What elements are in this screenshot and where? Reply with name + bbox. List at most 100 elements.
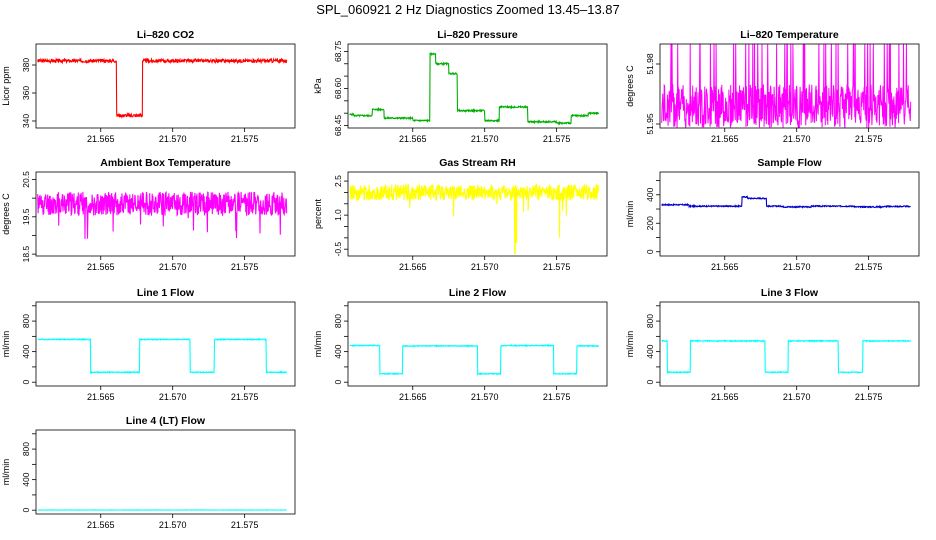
y-axis-label: ml/min	[1, 331, 11, 358]
x-tick-label: 21.565	[399, 262, 427, 272]
y-tick-label: 0	[333, 380, 343, 385]
y-tick-label: 340	[21, 114, 31, 128]
y-tick-label: 800	[333, 314, 343, 328]
x-tick-label: 21.575	[231, 392, 259, 402]
y-tick-label: 800	[645, 314, 655, 328]
y-tick-label: 0	[21, 380, 31, 385]
x-tick-label: 21.570	[159, 392, 187, 402]
chart-title: Li–820 Pressure	[437, 29, 518, 41]
chart-title: Li–820 Temperature	[740, 29, 839, 41]
y-tick-label: 0	[645, 380, 655, 385]
plot-frame	[659, 171, 920, 257]
x-tick-label: 21.575	[855, 134, 883, 144]
y-axis-label: Licor ppm	[1, 66, 11, 106]
chart-line-3-flow: Line 3 Flow ml/min 21.565 21.570 21.575 0 400 8…	[625, 287, 920, 402]
x-tick-label: 21.575	[543, 392, 571, 402]
plot-frame	[347, 43, 608, 129]
chart-li820-pressure: Li–820 Pressure kPa 21.565 21.570 21.575 68.4…	[313, 29, 608, 144]
plot-frame	[35, 43, 296, 129]
y-tick-label: 400	[645, 344, 655, 358]
chart-title: Line 3 Flow	[761, 287, 819, 299]
plot-frame	[35, 301, 296, 387]
x-tick-label: 21.575	[543, 262, 571, 272]
y-tick-label: 51.98	[645, 53, 655, 75]
panel-line-1-flow: Line 1 Flow ml/min 21.565 21.570 21.575 0 400 8…	[0, 286, 300, 406]
chart-li820-co2: Li–820 CO2 Licor ppm 21.565 21.570 21.575 340…	[1, 29, 296, 144]
y-tick-label: 68.45	[333, 115, 343, 137]
y-tick-label: 1.0	[333, 209, 343, 221]
y-tick-label: 2.5	[333, 175, 343, 187]
chart-title: Line 4 (LT) Flow	[126, 415, 206, 427]
series-line	[349, 343, 600, 377]
panel-sample-flow: Sample Flow ml/min 21.565 21.570 21.575 0 200 4…	[624, 156, 924, 276]
y-axis-label: degrees C	[625, 65, 635, 107]
chart-title: Ambient Box Temperature	[100, 157, 231, 169]
x-tick-label: 21.570	[159, 520, 187, 530]
x-tick-label: 21.565	[711, 134, 739, 144]
plot-frame	[659, 301, 920, 387]
x-tick-label: 21.575	[231, 520, 259, 530]
panel-line-3-flow: Line 3 Flow ml/min 21.565 21.570 21.575 0 400 8…	[624, 286, 924, 406]
y-tick-label: 0	[21, 508, 31, 513]
x-tick-label: 21.570	[471, 392, 499, 402]
y-axis-label: percent	[313, 198, 323, 229]
series-line	[661, 43, 912, 130]
y-tick-label: 18.5	[21, 246, 31, 263]
x-tick-label: 21.565	[87, 520, 115, 530]
y-tick-label: 400	[21, 344, 31, 358]
y-axis-label: ml/min	[313, 331, 323, 358]
x-tick-label: 21.570	[159, 134, 187, 144]
y-tick-label: 800	[21, 314, 31, 328]
chart-title: Line 2 Flow	[449, 287, 507, 299]
chart-gas-stream-rh: Gas Stream RH percent 21.565 21.570 21.575 -0…	[313, 157, 608, 272]
chart-title: Sample Flow	[757, 157, 822, 169]
chart-line-4-lt-flow: Line 4 (LT) Flow ml/min 21.565 21.570 21.575…	[1, 415, 296, 530]
chart-title: Gas Stream RH	[439, 157, 515, 169]
series-line	[661, 195, 911, 209]
panel-li820-pressure: Li–820 Pressure kPa 21.565 21.570 21.575 68.4…	[312, 28, 612, 148]
y-tick-label: 200	[645, 216, 655, 230]
panel-line-2-flow: Line 2 Flow ml/min 21.565 21.570 21.575 0 400 8…	[312, 286, 612, 406]
x-tick-label: 21.575	[543, 134, 571, 144]
chart-title: Line 1 Flow	[137, 287, 195, 299]
y-tick-label: 360	[21, 86, 31, 100]
series-line	[349, 52, 600, 126]
y-tick-label: -0.5	[333, 242, 343, 257]
y-tick-label: 20.5	[21, 171, 31, 188]
series-line	[37, 337, 288, 375]
x-tick-label: 21.575	[855, 262, 883, 272]
x-tick-label: 21.565	[87, 262, 115, 272]
page-title: SPL_060921 2 Hz Diagnostics Zoomed 13.45…	[316, 2, 620, 17]
x-tick-label: 21.570	[783, 392, 811, 402]
y-tick-label: 400	[333, 344, 343, 358]
x-tick-label: 21.570	[783, 262, 811, 272]
panel-line-4-lt-flow: Line 4 (LT) Flow ml/min 21.565 21.570 21.575…	[0, 414, 300, 534]
x-tick-label: 21.575	[231, 262, 259, 272]
x-tick-label: 21.575	[231, 134, 259, 144]
y-tick-label: 68.75	[333, 41, 343, 63]
y-tick-label: 0	[645, 249, 655, 254]
panel-gas-stream-rh: Gas Stream RH percent 21.565 21.570 21.575 -0…	[312, 156, 612, 276]
y-axis-label: kPa	[313, 78, 323, 94]
plot-frame	[35, 429, 296, 515]
y-tick-label: 19.5	[21, 208, 31, 225]
series-line	[37, 190, 288, 240]
y-tick-label: 68.60	[333, 78, 343, 100]
chart-line-1-flow: Line 1 Flow ml/min 21.565 21.570 21.575 0 400 8…	[1, 287, 296, 402]
plot-frame	[35, 171, 296, 257]
y-axis-label: ml/min	[1, 459, 11, 486]
plot-frame	[347, 301, 608, 387]
chart-ambient-box-temperature: Ambient Box Temperature degrees C 21.565 21…	[1, 157, 296, 272]
y-axis-label: ml/min	[625, 201, 635, 228]
plot-frame	[347, 171, 608, 257]
x-tick-label: 21.565	[87, 392, 115, 402]
chart-title: Li–820 CO2	[137, 29, 194, 41]
x-tick-label: 21.575	[855, 392, 883, 402]
x-tick-label: 21.570	[159, 262, 187, 272]
x-tick-label: 21.565	[711, 262, 739, 272]
series-line	[661, 338, 912, 375]
x-tick-label: 21.570	[471, 134, 499, 144]
y-axis-label: ml/min	[625, 331, 635, 358]
y-tick-label: 400	[645, 187, 655, 201]
series-line	[349, 182, 600, 255]
